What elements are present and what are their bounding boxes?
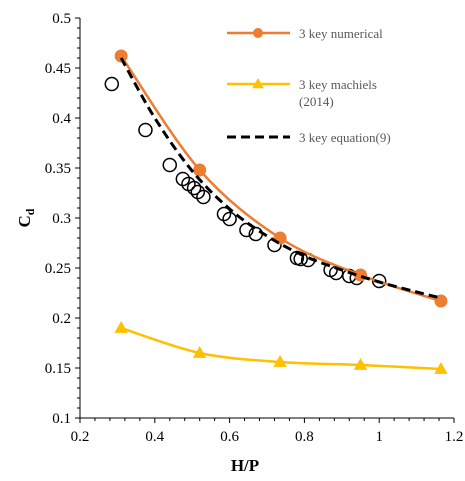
y-tick-label: 0.15	[45, 361, 71, 377]
legend-label: 3 key equation(9)	[299, 130, 391, 145]
legend-label-line2: (2014)	[299, 94, 334, 109]
data-point-measured	[293, 251, 308, 267]
y-tick-label: 0.5	[52, 11, 71, 27]
data-point-machiels	[114, 321, 128, 333]
y-axis-title: Cd	[15, 208, 37, 227]
data-point-machiels	[434, 362, 448, 374]
plot-area	[104, 49, 448, 374]
x-axis-title: H/P	[231, 456, 259, 475]
data-point-measured	[186, 180, 202, 196]
y-tick-label: 0.4	[52, 111, 71, 127]
data-point-measured	[175, 171, 191, 187]
data-point-measured	[196, 189, 211, 205]
series-line-equation	[119, 57, 442, 300]
axes: 0.1 0.15 0.2 0.25 0.3 0.35 0.4 0.45 0.5 0.2 0.4 0.6…	[45, 11, 464, 445]
data-point-measured	[239, 222, 254, 238]
x-tick-label: 1.2	[445, 429, 464, 445]
y-tick-label: 0.2	[52, 311, 71, 327]
y-tick-label: 0.35	[45, 161, 71, 177]
x-tick-label: 0.8	[295, 429, 314, 445]
data-point-numerical	[434, 294, 448, 308]
legend-label: 3 key machiels	[299, 77, 377, 92]
data-point-measured	[222, 211, 237, 227]
data-point-numerical	[114, 49, 128, 63]
x-tick-label: 0.2	[71, 429, 90, 445]
y-axis-title-subscript: d	[23, 208, 37, 215]
y-tick-label: 0.25	[45, 261, 71, 277]
x-tick-label: 1	[375, 429, 383, 445]
legend-marker-triangle	[252, 78, 264, 89]
series-line-numerical	[120, 55, 442, 303]
data-point-measured	[190, 184, 206, 200]
data-point-numerical	[193, 163, 207, 177]
y-tick-label: 0.1	[52, 411, 71, 427]
legend: 3 key numerical 3 key machiels (2014) 3 key…	[227, 26, 391, 145]
data-point-machiels	[353, 358, 368, 370]
data-point-machiels	[273, 355, 287, 367]
data-point-measured	[104, 76, 120, 92]
y-tick-label: 0.45	[45, 61, 71, 77]
legend-marker-circle	[253, 28, 263, 38]
y-axis-title-main: C	[15, 215, 34, 227]
legend-label: 3 key numerical	[299, 26, 383, 41]
y-tick-label: 0.3	[52, 211, 71, 227]
x-tick-label: 0.4	[145, 429, 164, 445]
data-point-measured	[162, 157, 178, 173]
data-point-measured	[138, 122, 153, 138]
x-tick-label: 0.6	[220, 429, 239, 445]
data-point-machiels	[193, 346, 207, 358]
data-point-measured	[371, 273, 387, 289]
